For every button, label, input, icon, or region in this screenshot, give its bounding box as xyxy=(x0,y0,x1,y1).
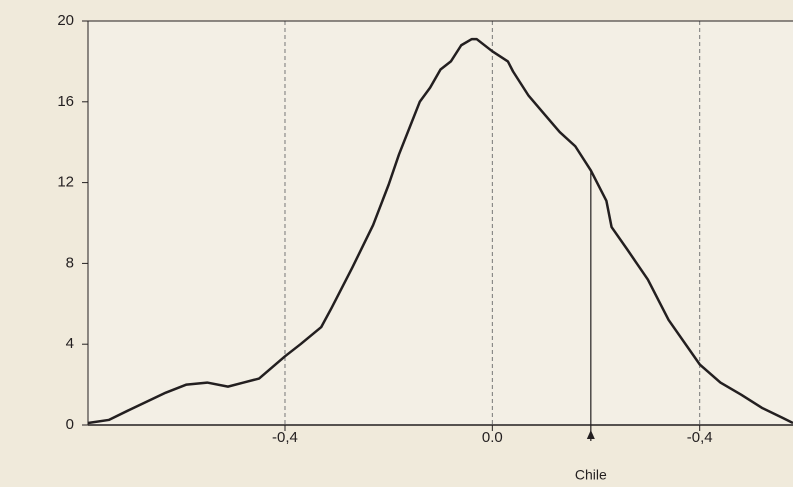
annotation-label: Chile xyxy=(575,467,607,483)
plot-area xyxy=(88,21,793,425)
x-tick-label: -0,4 xyxy=(272,429,298,446)
annotation-arrow xyxy=(586,430,595,439)
y-tick-label: 12 xyxy=(57,174,74,191)
y-tick-label: 16 xyxy=(57,93,74,110)
y-tick-label: 0 xyxy=(66,416,74,433)
y-tick-label: 8 xyxy=(66,254,74,271)
x-tick-label: -0,4 xyxy=(687,429,713,446)
density-line xyxy=(87,37,793,425)
y-tick-label: 20 xyxy=(57,12,74,29)
x-tick-label: 0.0 xyxy=(482,429,503,446)
y-tick-label: 4 xyxy=(66,335,74,352)
